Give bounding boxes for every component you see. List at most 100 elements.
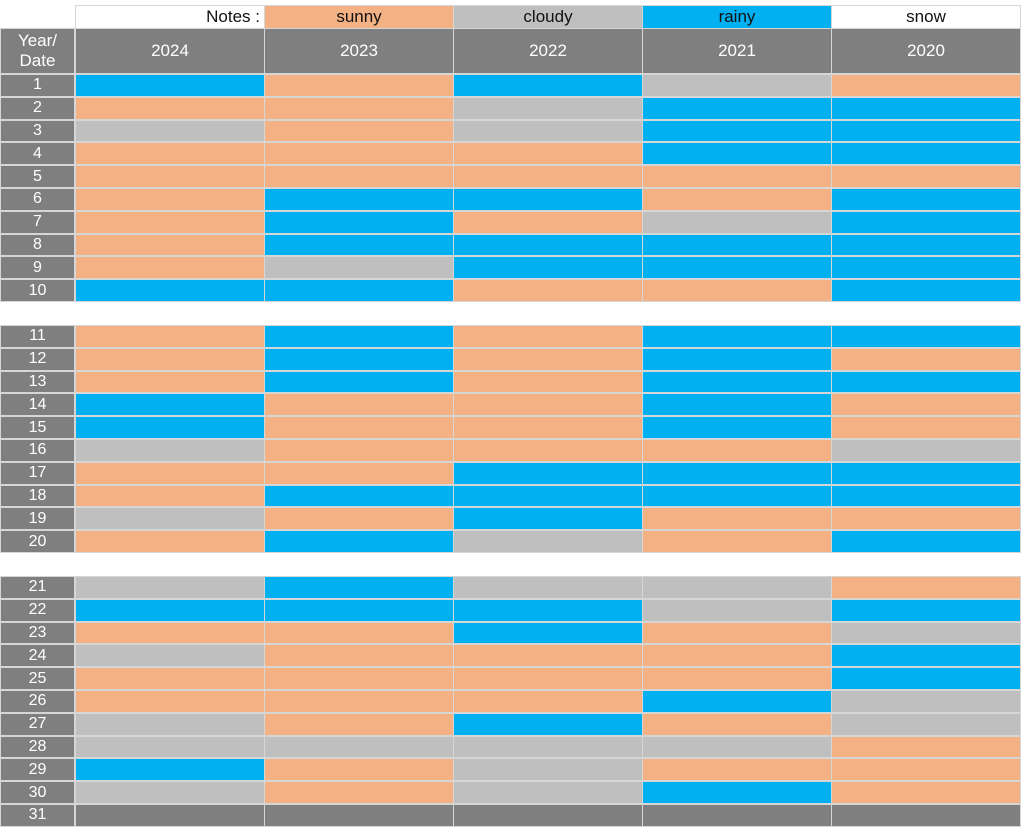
weather-cell — [831, 188, 1021, 211]
day-label-4: 4 — [0, 142, 75, 166]
weather-cell — [642, 576, 832, 599]
weather-cell — [75, 119, 265, 143]
weather-cell — [264, 461, 454, 485]
weather-cell — [75, 598, 265, 622]
weather-cell — [642, 461, 832, 485]
weather-cell — [453, 781, 643, 804]
weather-cell — [642, 644, 832, 668]
weather-cell — [75, 188, 265, 211]
day-label-27: 27 — [0, 712, 75, 736]
weather-cell — [75, 735, 265, 759]
weather-cell — [453, 165, 643, 188]
day-label-1: 1 — [0, 74, 75, 97]
weather-cell — [642, 74, 832, 97]
weather-cell — [75, 667, 265, 690]
legend-cloudy: cloudy — [453, 5, 643, 29]
day-label-9: 9 — [0, 256, 75, 280]
day-label-13: 13 — [0, 370, 75, 394]
weather-cell — [831, 347, 1021, 371]
weather-cell — [831, 690, 1021, 713]
weather-cell — [75, 644, 265, 668]
weather-cell — [642, 484, 832, 508]
legend-snow: snow — [831, 5, 1021, 29]
weather-cell — [264, 758, 454, 782]
weather-cell — [264, 393, 454, 417]
weather-cell — [642, 781, 832, 804]
weather-cell — [453, 142, 643, 166]
weather-cell — [831, 576, 1021, 599]
year-header-2022: 2022 — [453, 28, 643, 74]
weather-cell — [453, 804, 643, 827]
day-label-26: 26 — [0, 690, 75, 713]
weather-cell — [831, 416, 1021, 439]
weather-cell — [453, 507, 643, 531]
weather-cell — [453, 210, 643, 234]
day-label-8: 8 — [0, 233, 75, 257]
weather-cell — [264, 439, 454, 462]
weather-cell — [264, 507, 454, 531]
weather-cell — [642, 530, 832, 553]
weather-cell — [642, 735, 832, 759]
weather-cell — [642, 667, 832, 690]
weather-cell — [453, 758, 643, 782]
year-header-2021: 2021 — [642, 28, 832, 74]
weather-cell — [264, 325, 454, 348]
weather-cell — [264, 644, 454, 668]
day-label-15: 15 — [0, 416, 75, 439]
weather-cell — [642, 210, 832, 234]
weather-cell — [642, 142, 832, 166]
weather-cell — [453, 461, 643, 485]
day-label-19: 19 — [0, 507, 75, 531]
weather-cell — [831, 119, 1021, 143]
weather-cell — [264, 74, 454, 97]
weather-cell — [264, 165, 454, 188]
weather-cell — [75, 96, 265, 120]
weather-cell — [75, 461, 265, 485]
day-label-3: 3 — [0, 119, 75, 143]
day-label-21: 21 — [0, 576, 75, 599]
weather-cell — [831, 370, 1021, 394]
weather-cell — [75, 256, 265, 280]
weather-cell — [831, 507, 1021, 531]
weather-cell — [831, 735, 1021, 759]
weather-cell — [642, 347, 832, 371]
weather-cell — [642, 712, 832, 736]
weather-cell — [831, 210, 1021, 234]
weather-cell — [75, 416, 265, 439]
day-label-18: 18 — [0, 484, 75, 508]
weather-cell — [642, 370, 832, 394]
weather-cell — [453, 370, 643, 394]
weather-cell — [831, 712, 1021, 736]
day-label-5: 5 — [0, 165, 75, 188]
day-label-29: 29 — [0, 758, 75, 782]
weather-cell — [75, 507, 265, 531]
weather-cell — [831, 758, 1021, 782]
weather-cell — [75, 690, 265, 713]
weather-cell — [831, 804, 1021, 827]
weather-cell — [831, 598, 1021, 622]
weather-cell — [642, 165, 832, 188]
weather-cell — [831, 279, 1021, 302]
day-label-11: 11 — [0, 325, 75, 348]
weather-cell — [264, 530, 454, 553]
day-label-6: 6 — [0, 188, 75, 211]
weather-cell — [75, 142, 265, 166]
weather-cell — [831, 667, 1021, 690]
weather-cell — [831, 461, 1021, 485]
weather-cell — [453, 439, 643, 462]
weather-cell — [453, 279, 643, 302]
weather-cell — [453, 690, 643, 713]
weather-cell — [264, 576, 454, 599]
weather-cell — [453, 74, 643, 97]
weather-cell — [264, 233, 454, 257]
day-label-7: 7 — [0, 210, 75, 234]
weather-cell — [831, 393, 1021, 417]
weather-cell — [453, 233, 643, 257]
day-label-22: 22 — [0, 598, 75, 622]
weather-cell — [264, 256, 454, 280]
weather-cell — [75, 210, 265, 234]
weather-cell — [264, 781, 454, 804]
weather-cell — [453, 325, 643, 348]
day-label-16: 16 — [0, 439, 75, 462]
